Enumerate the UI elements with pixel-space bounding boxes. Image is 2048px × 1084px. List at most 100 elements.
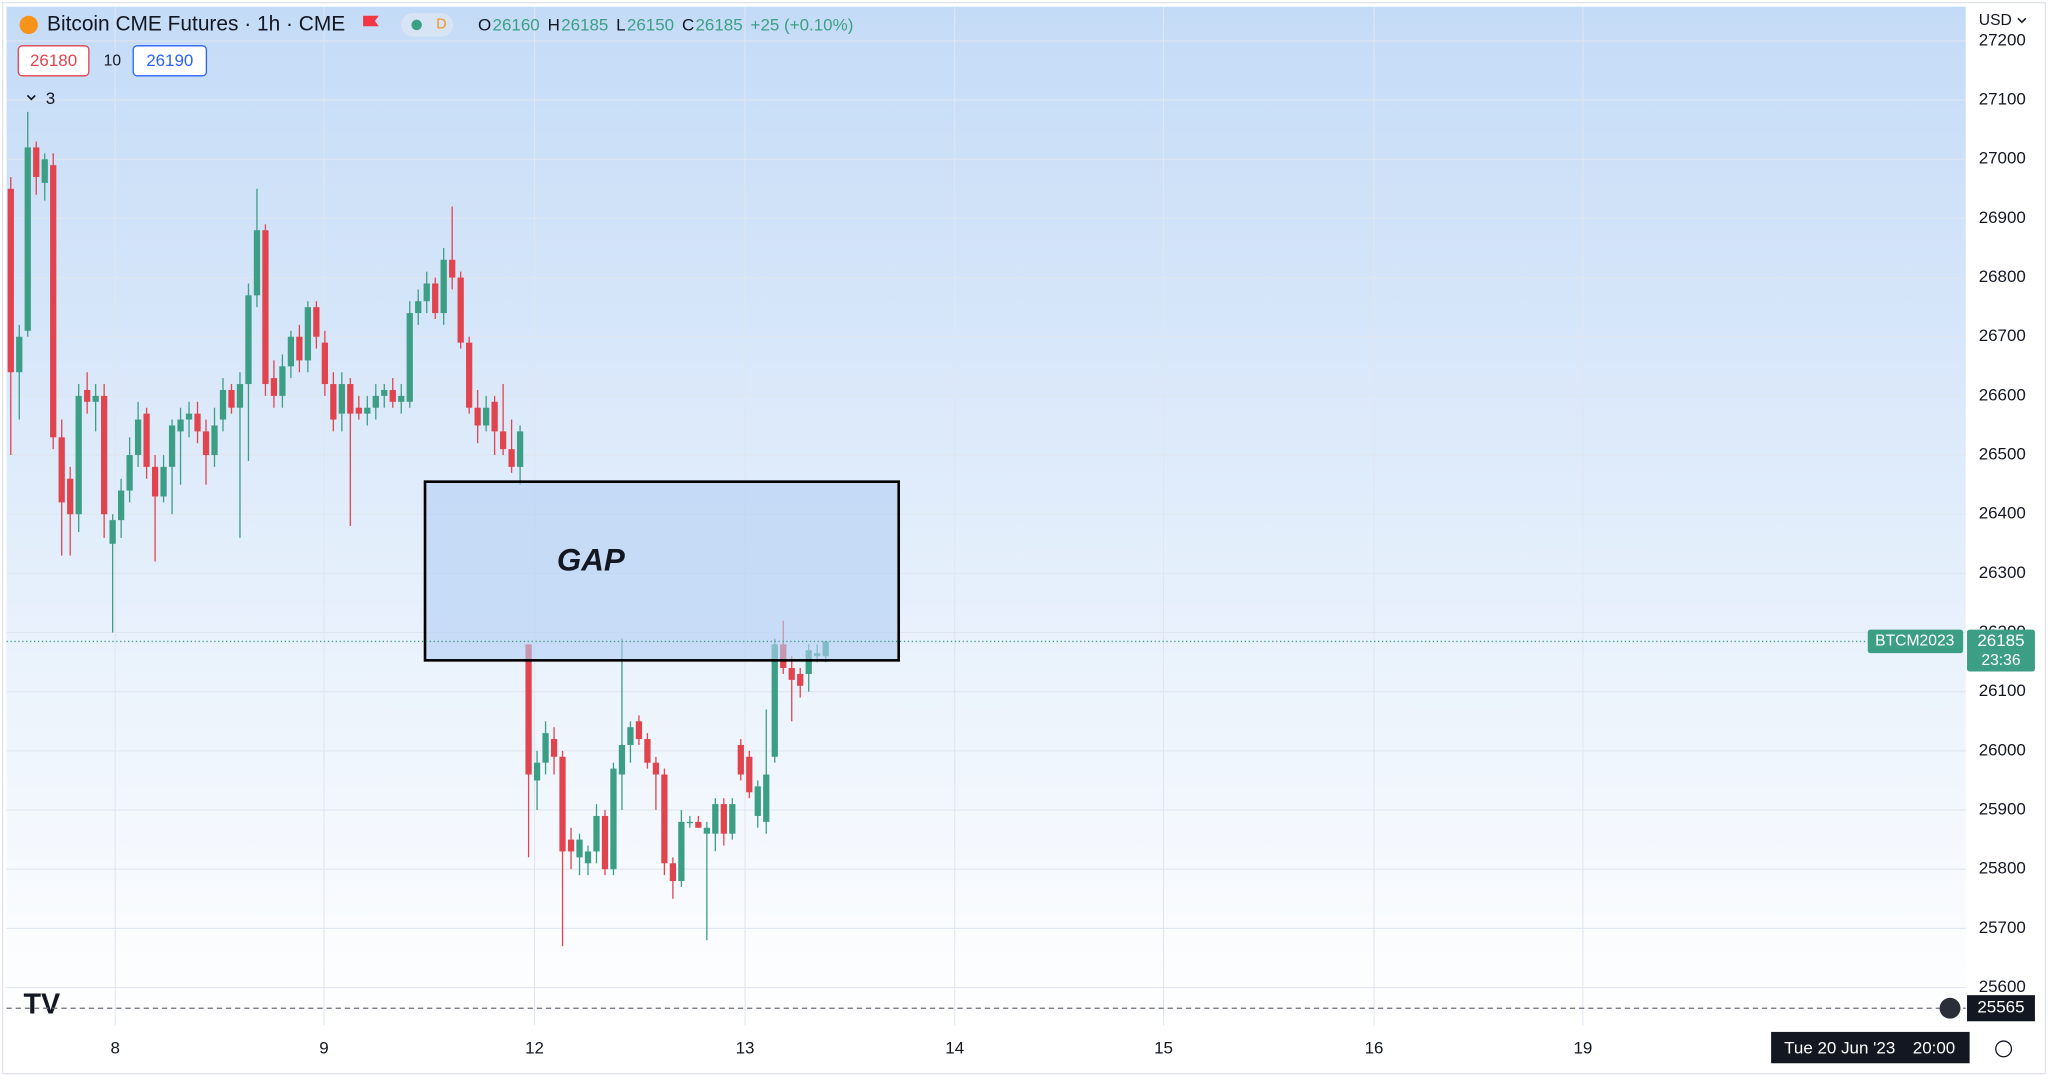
candle-body	[92, 395, 99, 402]
candle-body	[185, 413, 193, 420]
ohlc-label: O	[478, 16, 491, 35]
y-tick-label: 27000	[1979, 149, 2026, 168]
candle-body	[720, 804, 727, 834]
candle-body	[533, 762, 541, 781]
candle-body	[432, 283, 439, 314]
candle-body	[364, 407, 371, 414]
gap-label: GAP	[557, 542, 625, 577]
candle-body	[771, 644, 778, 757]
flag-icon[interactable]	[363, 15, 379, 27]
bid-button[interactable]	[17, 45, 90, 77]
candle-body	[661, 774, 668, 864]
candle-body	[695, 821, 702, 828]
candle-body	[270, 378, 278, 396]
candle-body	[559, 756, 566, 852]
settings-icon[interactable]	[1995, 1040, 2013, 1058]
candle-body	[763, 774, 770, 822]
candle-body	[160, 466, 167, 497]
candle-body	[321, 342, 328, 385]
indicators-count: 3	[46, 89, 55, 108]
marks	[7, 111, 829, 947]
candle-body	[58, 437, 65, 503]
candle-body	[16, 336, 23, 373]
candle-body	[211, 425, 218, 456]
candle-body	[550, 739, 558, 757]
candle-body	[627, 727, 634, 745]
candle-body	[262, 230, 269, 385]
y-tick-label: 26300	[1979, 563, 2026, 582]
y-tick-label: 26100	[1979, 681, 2026, 700]
session-pill[interactable]	[400, 13, 454, 37]
candle-body	[24, 147, 31, 331]
candle-body	[84, 389, 91, 402]
candle-body	[151, 466, 159, 497]
candle-body	[75, 395, 82, 515]
ohlc-label: H	[548, 16, 560, 35]
change: +25 (+0.10%)	[751, 16, 854, 35]
y-tick-label: 26800	[1979, 267, 2026, 286]
symbol-badge-label: BTCM2023	[1875, 633, 1954, 650]
candle-body	[338, 384, 345, 414]
plot-area	[6, 6, 1966, 1026]
ohlc-value: 26150	[627, 16, 674, 35]
ohlc-value: 26185	[561, 16, 608, 35]
candle-body	[253, 230, 261, 296]
crosshair-value: 25565	[1977, 998, 2024, 1017]
y-tick-label: 26700	[1979, 326, 2026, 345]
candle-body	[686, 821, 694, 824]
y-tick-label: 26600	[1979, 385, 2026, 404]
candle-body	[406, 313, 413, 402]
candle-body	[67, 478, 74, 515]
candle-body	[304, 307, 312, 361]
candle-body	[584, 851, 592, 864]
logo: TV	[24, 988, 61, 1020]
symbol: Bitcoin CME Futures · 1h · CME	[47, 12, 345, 35]
crosshair-plus	[1939, 997, 1961, 1019]
candle-body	[703, 827, 710, 834]
candle-body	[601, 815, 609, 870]
y-tick-label: 27200	[1979, 30, 2026, 49]
candle-body	[372, 395, 379, 408]
candle-body	[33, 147, 40, 177]
candle-body	[644, 739, 651, 763]
candle-body	[398, 395, 405, 402]
y-tick-label: 25700	[1979, 918, 2026, 937]
candle-body	[754, 786, 761, 816]
candle-body	[228, 389, 235, 408]
collapse-icon[interactable]	[26, 94, 36, 101]
ask-button[interactable]	[132, 45, 208, 77]
x-tick-label: 14	[945, 1038, 964, 1057]
candle-body	[245, 295, 252, 385]
time-badge	[1771, 1031, 1970, 1064]
candle-body	[788, 668, 795, 680]
candle-body	[746, 756, 753, 793]
x-tick-label: 15	[1154, 1038, 1173, 1057]
candle-body	[797, 673, 804, 686]
candle-body	[542, 733, 549, 763]
currency[interactable]: USD	[1979, 12, 2012, 29]
candle-body	[347, 384, 354, 414]
price-badge	[1967, 629, 2035, 672]
candle-body	[805, 650, 812, 674]
candle-body	[737, 744, 744, 775]
bid: 26180	[30, 51, 77, 70]
ask: 26190	[146, 51, 193, 70]
candle-body	[466, 342, 473, 408]
candle-body	[610, 768, 617, 870]
price-badge-value: 26185	[1977, 631, 2024, 650]
candle-body	[423, 283, 430, 302]
candle-body	[457, 277, 464, 343]
y-tick-label: 27100	[1979, 90, 2026, 109]
candle-body	[117, 490, 125, 521]
time-label: Tue 20 Jun '23	[1784, 1038, 1895, 1057]
y-tick-label: 25800	[1979, 859, 2026, 878]
gap-box	[423, 480, 900, 662]
bitcoin-icon	[19, 15, 38, 35]
candle-body	[576, 839, 583, 858]
candle-body	[678, 821, 685, 882]
candle-body	[474, 407, 481, 426]
candle-body	[389, 389, 396, 402]
y-tick-label: 26400	[1979, 504, 2026, 523]
